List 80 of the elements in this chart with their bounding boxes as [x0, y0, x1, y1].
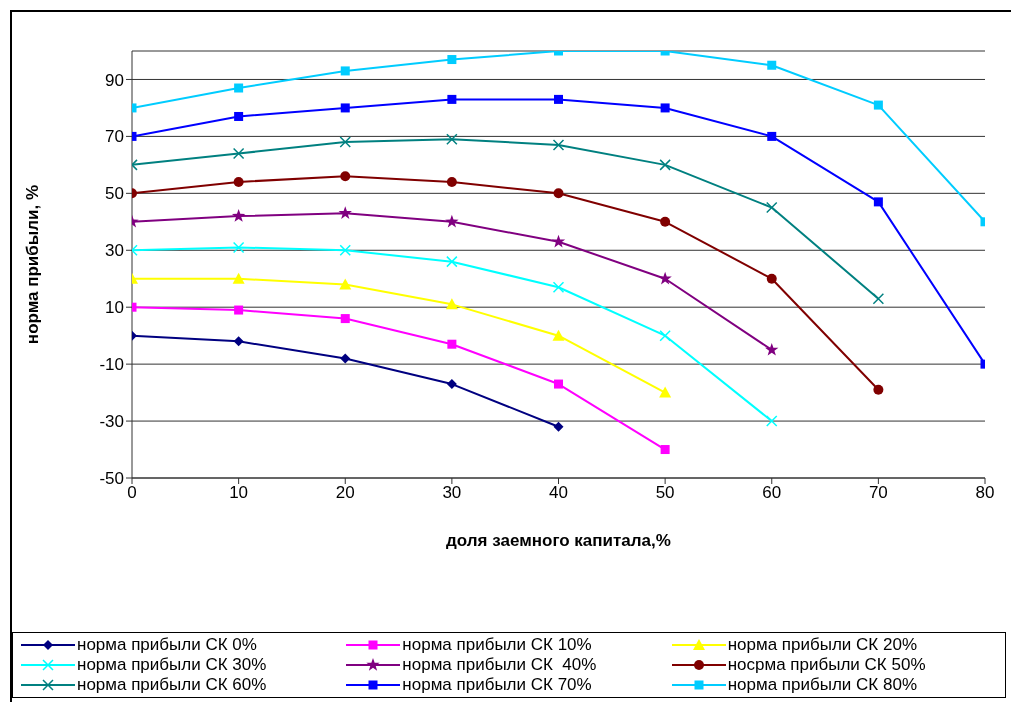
point: [234, 83, 244, 93]
point: [445, 298, 458, 310]
y-tick-label: -10: [99, 355, 124, 375]
legend-label: норма прибыли СК 20%: [727, 635, 917, 655]
point: [765, 342, 779, 356]
point: [554, 94, 563, 104]
point: [552, 139, 565, 151]
legend-label: норма прибыли СК 70%: [402, 675, 592, 695]
x-tick-label: 40: [549, 483, 568, 503]
point: [447, 94, 457, 104]
legend-label: норма прибыли СК 40%: [402, 655, 597, 675]
point: [340, 103, 350, 113]
point: [872, 292, 885, 305]
point: [234, 111, 244, 121]
x-tick-label: 80: [975, 483, 995, 503]
x-tick-label: 30: [442, 483, 462, 503]
y-tick-label: 70: [105, 127, 124, 147]
point: [659, 386, 672, 398]
point: [232, 241, 245, 254]
point: [446, 133, 458, 145]
legend-label: норма прибыли СК 0%: [77, 635, 257, 655]
point: [660, 103, 670, 113]
point: [231, 209, 246, 222]
point: [340, 314, 350, 324]
point: [233, 336, 244, 347]
x-tick-label: 70: [868, 483, 888, 503]
point: [873, 384, 884, 395]
point: [232, 147, 245, 160]
legend-label: норма прибыли СК 60%: [77, 675, 267, 695]
point: [552, 281, 565, 294]
point: [552, 329, 565, 341]
point: [447, 55, 457, 65]
y-tick-label: 50: [105, 184, 124, 204]
point: [660, 216, 671, 227]
point: [446, 176, 457, 187]
y-axis-title: норма прибыли, %: [23, 184, 43, 345]
point: [340, 353, 351, 364]
legend-label: норма прибыли СК 80%: [727, 675, 917, 695]
point: [659, 159, 671, 171]
point: [446, 379, 457, 390]
point: [338, 206, 352, 219]
legend-label: носрма прибыли СК 50%: [727, 655, 926, 675]
legend-label: норма прибыли СК 10%: [402, 635, 592, 655]
y-tick-label: 90: [105, 70, 124, 90]
point: [234, 305, 244, 315]
y-tick-label: 30: [105, 241, 124, 261]
point: [767, 131, 777, 141]
point: [445, 214, 459, 228]
point: [339, 244, 351, 257]
x-axis-title: доля заемного капитала,%: [446, 531, 671, 551]
legend-label: норма прибыли СК 30%: [77, 655, 267, 675]
point: [659, 329, 671, 342]
point: [766, 201, 778, 214]
x-tick-label: 60: [762, 483, 782, 503]
point: [339, 278, 352, 290]
point: [233, 176, 244, 187]
point: [553, 188, 564, 199]
point: [553, 421, 564, 432]
point: [551, 234, 566, 248]
point: [873, 100, 883, 110]
x-tick-label: 20: [335, 483, 355, 503]
point: [873, 197, 883, 207]
point: [446, 255, 458, 268]
y-tick-label: 10: [105, 298, 124, 318]
point: [658, 271, 672, 285]
x-tick-label: 0: [127, 483, 137, 503]
point: [340, 171, 351, 182]
point: [339, 136, 351, 148]
x-tick-label: 10: [229, 483, 249, 503]
y-tick-label: -30: [99, 412, 124, 432]
point: [766, 273, 777, 284]
point: [660, 445, 670, 455]
point: [340, 66, 350, 76]
point: [767, 60, 777, 70]
y-tick-label: -50: [99, 469, 124, 489]
x-tick-label: 50: [655, 483, 675, 503]
point: [232, 272, 245, 284]
point: [554, 379, 563, 389]
point: [447, 339, 457, 349]
point: [766, 415, 778, 427]
